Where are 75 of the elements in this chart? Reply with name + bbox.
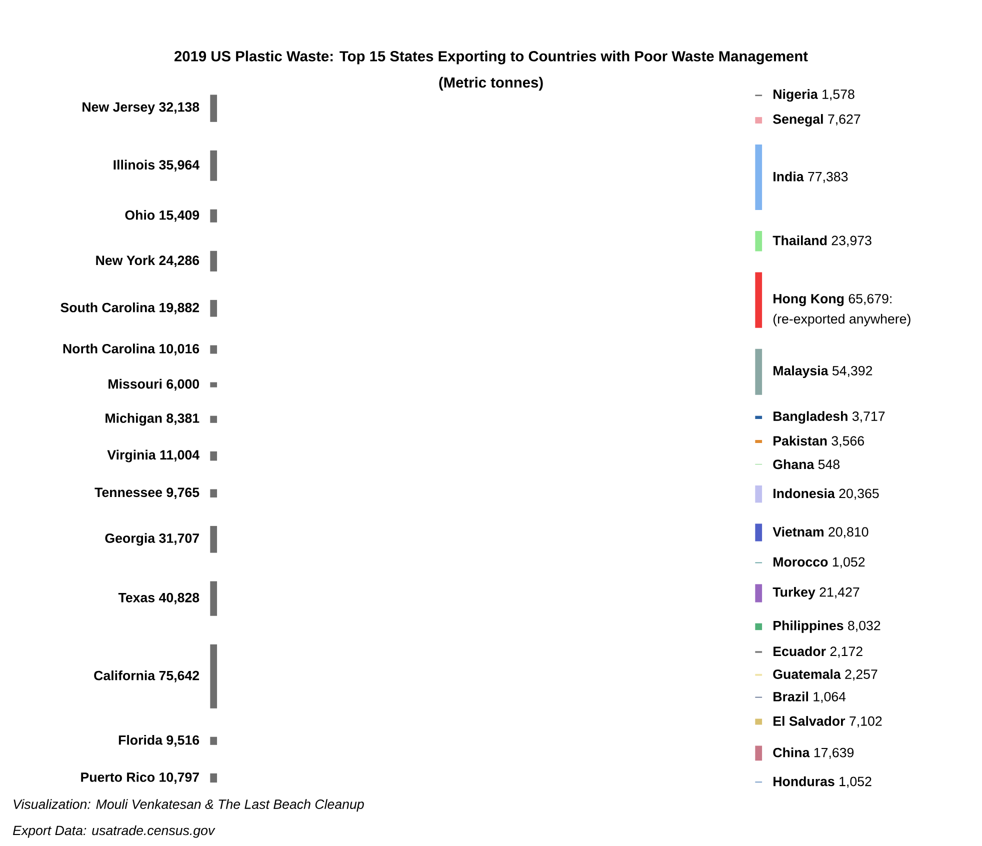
data-label: 20,365 — [839, 488, 879, 500]
category-label: China — [773, 748, 810, 758]
category-label: Ghana — [773, 459, 814, 470]
data-label: 1,578 — [822, 90, 854, 101]
category-label: Indonesia — [774, 488, 835, 498]
category-label: Honduras — [774, 776, 834, 786]
data-label: 31,707 — [159, 533, 199, 545]
data-label: 10,016 — [160, 344, 200, 356]
category-label: India — [774, 172, 804, 182]
data-label: 15,409 — [160, 210, 200, 222]
data-label: 35,964 — [159, 160, 200, 172]
data-label: 1,052 — [832, 557, 865, 568]
data-label: 1,064 — [814, 692, 846, 703]
category-label: Missouri — [108, 378, 162, 389]
data-label: 11,004 — [160, 450, 200, 462]
data-label: 54,392 — [832, 366, 872, 377]
category-label: Nigeria — [774, 89, 818, 102]
category-label: Tennessee — [94, 488, 162, 498]
data-label: 3,717 — [852, 412, 885, 423]
data-label: 17,639 — [814, 748, 854, 759]
category-label: Turkey — [772, 587, 816, 600]
category-label: Ohio — [125, 210, 155, 220]
data-label: 2,257 — [845, 670, 878, 681]
category-label: New Jersey — [82, 102, 155, 114]
category-label: Philippines — [774, 620, 844, 633]
data-label: 40,828 — [158, 592, 200, 604]
category-label: Florida — [118, 735, 163, 745]
text: Visualization: Mouli Venkatesan & The Last Beach Cleanup — [14, 799, 364, 812]
category-label: Georgia — [105, 533, 156, 546]
category-label: Bangladesh — [774, 411, 848, 424]
category-label: Virginia — [107, 450, 156, 462]
data-label: 548 — [818, 460, 840, 470]
data-label: 19,882 — [160, 302, 200, 314]
category-label: Thailand — [772, 235, 827, 246]
data-label: 32,138 — [159, 102, 200, 114]
category-label: Pakistan — [774, 436, 827, 446]
category-label: California — [94, 670, 156, 680]
data-label: 8,032 — [848, 620, 880, 632]
category-label: North Carolina — [63, 344, 156, 354]
data-label: 10,797 — [160, 772, 199, 784]
category-label: El Salvador — [774, 716, 846, 726]
category-label: New York — [96, 255, 156, 266]
data-label: 7,627 — [828, 114, 860, 126]
text: Export Data: usatrade.census.gov — [12, 825, 216, 838]
category-label: South Carolina — [60, 302, 156, 312]
data-label: 6,000 — [166, 379, 200, 391]
category-label: Senegal — [773, 114, 823, 127]
text: (Metric tonnes) — [439, 76, 543, 91]
data-label: 7,102 — [850, 716, 882, 728]
data-label: 3,566 — [832, 436, 864, 448]
data-label: 65,679: — [848, 294, 892, 305]
text: (re-exported anywhere) — [773, 314, 910, 326]
category-label: Brazil — [774, 692, 808, 702]
category-label: Ecuador — [774, 646, 826, 656]
category-label: Michigan — [106, 413, 162, 426]
data-label: 2,172 — [830, 646, 862, 658]
category-label: Hong Kong — [774, 294, 844, 306]
category-label: Morocco — [774, 557, 828, 567]
category-label: Malaysia — [774, 366, 828, 378]
category-label: Texas — [118, 593, 155, 602]
category-label: Illinois — [114, 160, 155, 170]
category-label: Guatemala — [773, 669, 841, 679]
data-label: 21,427 — [820, 587, 860, 598]
category-label: Vietnam — [772, 526, 824, 537]
data-label: 9,765 — [166, 488, 200, 500]
category-label: Puerto Rico — [81, 772, 155, 782]
data-label: 24,286 — [159, 256, 200, 268]
data-label: 1,052 — [840, 776, 872, 788]
data-label: 20,810 — [828, 527, 868, 538]
text: 2019 US Plastic Waste: Top 15 States Exporting to Countries with Poor Waste Management — [174, 50, 808, 64]
data-label: 9,516 — [166, 735, 200, 747]
data-label: 75,642 — [159, 670, 200, 682]
data-label: 77,383 — [808, 172, 848, 183]
data-label: 23,973 — [832, 236, 872, 247]
data-label: 8,381 — [166, 413, 200, 425]
